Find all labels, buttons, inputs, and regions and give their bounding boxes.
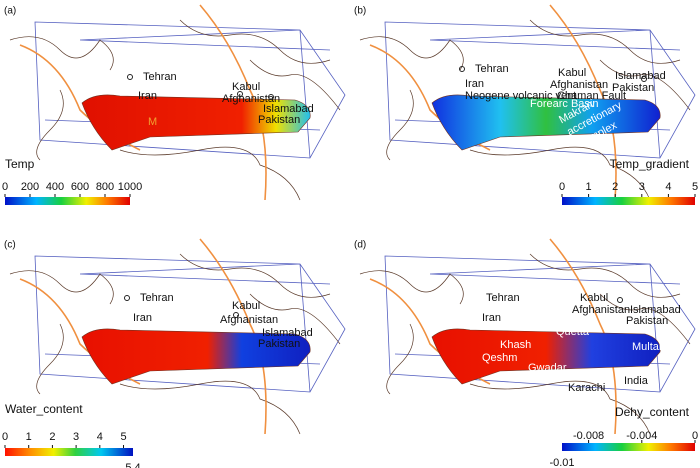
place-name: India — [624, 375, 649, 387]
colorbar-tick-label: 1000 — [118, 181, 142, 193]
city-marker — [268, 94, 274, 100]
place-name: Tehran — [475, 63, 509, 75]
place-name: Iran — [482, 312, 501, 324]
slab — [431, 328, 661, 385]
place-name: Iran — [133, 312, 152, 324]
place-name: Neogene volcanic vent — [465, 90, 576, 102]
place-name: Iran — [465, 78, 484, 90]
colorbar-tick-label: 0 — [559, 181, 565, 193]
panel-label: (b) — [354, 6, 366, 17]
place-name: Tehran — [140, 292, 174, 304]
map-panel — [359, 4, 696, 201]
colorbar-limit-label: -0.01 — [549, 457, 574, 468]
coastline — [359, 19, 691, 201]
place-name: Afghanistan — [550, 79, 608, 91]
colorbar-tick-label: 4 — [97, 431, 103, 443]
place-name: Afghanistan — [222, 93, 280, 105]
place-name: Iran — [138, 90, 157, 102]
colorbar — [5, 197, 130, 205]
place-name: Multan — [632, 341, 665, 353]
place-name: Afghanistan — [220, 314, 278, 326]
colorbar — [562, 443, 695, 451]
bounding-box — [384, 21, 696, 159]
place-name: Islamabad — [615, 70, 666, 82]
place-name: Khash — [500, 339, 531, 351]
coastline — [9, 19, 341, 201]
coastline — [9, 253, 341, 435]
place-name: Forearc Basin — [530, 98, 598, 110]
colorbar-tick-label: 400 — [46, 181, 64, 193]
colorbar-tick-label: 5 — [692, 181, 698, 193]
place-name: Tehran — [143, 71, 177, 83]
panel-label: (d) — [354, 240, 366, 251]
colorbar-title: Water_content — [5, 402, 83, 416]
map-panel — [9, 4, 346, 201]
city-marker — [617, 297, 623, 303]
colorbar-tick-label: 1 — [586, 181, 592, 193]
city-marker — [237, 91, 243, 97]
city-marker — [124, 295, 130, 301]
colorbar-tick-label: 0 — [692, 430, 698, 442]
colorbar-tick-label: 2 — [612, 181, 618, 193]
colorbar-tick-label: 5 — [120, 431, 126, 443]
place-name: Kabul — [580, 292, 608, 304]
place-name: Qeshm — [482, 352, 517, 364]
place-name: Chaman Fault — [557, 90, 626, 102]
panel-label: (c) — [4, 240, 16, 251]
place-name: Islamabad — [263, 103, 314, 115]
place-name: Pakistan — [258, 114, 300, 126]
place-name: Islamabad — [262, 327, 313, 339]
colorbar-tick-label: 600 — [71, 181, 89, 193]
maps — [9, 4, 696, 435]
place-name: Pakistan — [612, 82, 654, 94]
colorbar-limit-label: 5.4 — [125, 462, 140, 468]
bounding-box — [34, 21, 346, 159]
colorbar-tick-label: 800 — [96, 181, 114, 193]
slab — [81, 328, 311, 385]
slab — [431, 94, 661, 151]
place-name: Kabul — [558, 67, 586, 79]
colorbar — [5, 448, 133, 456]
colorbar-tick-label: 0 — [2, 431, 8, 443]
place-name: Tehran — [486, 292, 520, 304]
colorbar-title: Temp — [5, 157, 35, 171]
map-panel — [9, 238, 346, 435]
coastline — [359, 253, 691, 435]
panel-label: (a) — [4, 6, 16, 17]
city-marker — [641, 76, 647, 82]
labels: (a)TehranIranKabulAfghanistanIslamabadPa… — [2, 6, 698, 468]
place-name: M — [148, 116, 157, 128]
colorbar-tick-label: -0.008 — [573, 430, 604, 442]
slab — [81, 94, 311, 151]
colorbar-tick-label: 4 — [665, 181, 671, 193]
place-name: Pakistan — [258, 338, 300, 350]
place-name: Islamabad — [630, 304, 681, 316]
city-marker — [459, 66, 465, 72]
place-name: Gwadar — [528, 362, 567, 374]
colorbar-tick-label: 0 — [2, 181, 8, 193]
city-marker — [233, 312, 239, 318]
colorbar-title: Temp_gradient — [610, 157, 690, 171]
place-name: Kabul — [232, 81, 260, 93]
place-name: Pakistan — [626, 315, 668, 327]
place-name: Quetta — [556, 326, 590, 338]
place-name: Kabul — [232, 300, 260, 312]
colorbar-tick-label: -0.004 — [626, 430, 657, 442]
city-marker — [127, 74, 133, 80]
colorbar-title: Dehy_content — [615, 405, 690, 419]
colorbar-tick-label: 2 — [49, 431, 55, 443]
colorbar-tick-label: 3 — [73, 431, 79, 443]
place-name: Karachi — [568, 382, 605, 394]
map-panel — [359, 238, 696, 435]
place-name: Afghanistan — [572, 304, 630, 316]
bounding-box — [384, 255, 696, 393]
colorbar-tick-label: 3 — [639, 181, 645, 193]
colorbar-tick-label: 200 — [21, 181, 39, 193]
colorbar — [562, 197, 695, 205]
colorbar-tick-label: 1 — [26, 431, 32, 443]
bounding-box — [34, 255, 346, 393]
